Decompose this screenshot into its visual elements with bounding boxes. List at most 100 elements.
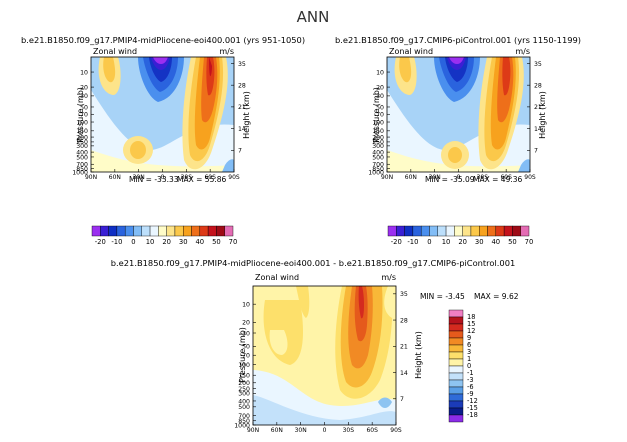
colorbar-swatch — [448, 358, 464, 367]
panel-diff-units: m/s — [381, 273, 396, 282]
ytick-label: 20 — [242, 320, 250, 327]
colorbar-swatch — [108, 225, 118, 237]
ytick-label: 50 — [242, 344, 250, 351]
xtick-label: 30S — [343, 427, 355, 434]
colorbar-label: 30 — [475, 238, 484, 246]
colorbar-swatch — [183, 225, 192, 237]
xtick-label: 30N — [429, 174, 441, 181]
colorbar-swatch — [448, 386, 464, 395]
colorbar-swatch — [174, 225, 184, 237]
ytick-label: 100 — [372, 119, 384, 126]
colorbar-swatch — [487, 225, 497, 237]
colorbar-swatch — [412, 225, 422, 237]
panel-diff: b.e21.B1850.f09_g17.PMIP4-midPliocene-eo… — [111, 258, 519, 434]
colorbar-right: -20 -10 0 10 20 30 40 50 70 — [387, 225, 534, 246]
ytick-label: 300 — [372, 143, 384, 150]
colorbar-swatch — [448, 400, 464, 409]
panel-diff-title: b.e21.B1850.f09_g17.PMIP4-midPliocene-eo… — [111, 258, 516, 268]
xtick-label: 0 — [161, 174, 165, 181]
colorbar-label: 70 — [525, 238, 534, 246]
panel-right-variable: Zonal wind — [389, 47, 433, 56]
colorbar-swatch — [116, 225, 126, 237]
colorbar-left: -20 -10 0 10 20 30 40 50 70 — [91, 225, 238, 246]
ytick-label: 50 — [80, 104, 88, 111]
ytick-label: 850 — [372, 166, 384, 173]
colorbar-label: 15 — [467, 320, 475, 328]
xtick-label: 60N — [271, 427, 283, 434]
colorbar-swatch — [470, 225, 480, 237]
colorbar-label: -3 — [467, 376, 474, 384]
xtick-label: 90N — [381, 174, 393, 181]
colorbar-swatch — [448, 407, 464, 416]
colorbar-swatch — [199, 225, 209, 237]
y2title-left: Height (km) — [242, 91, 251, 139]
colorbar-swatch — [512, 225, 521, 237]
colorbar-swatch — [448, 344, 464, 353]
panel-left-variable: Zonal wind — [93, 47, 137, 56]
colorbar-label: 1 — [467, 355, 471, 363]
colorbar-swatch — [448, 372, 464, 381]
panel-left-units: m/s — [219, 47, 234, 56]
panel-diff-xticks: 90N 60N 30N 0 30S 60S 90S — [247, 422, 402, 434]
ytick-label: 20 — [80, 84, 88, 91]
panel-left-title: b.e21.B1850.f09_g17.PMIP4-midPliocene-eo… — [21, 35, 305, 45]
colorbar-label: 0 — [427, 238, 431, 246]
panel-right-max: MAX = 49.36 — [473, 175, 522, 184]
colorbar-label: -9 — [467, 390, 474, 398]
colorbar-label: -20 — [391, 238, 402, 246]
colorbar-swatch — [158, 225, 167, 237]
colorbar-swatch — [149, 225, 159, 237]
ytick-label: 700 — [238, 413, 250, 420]
colorbar-swatch — [133, 225, 142, 237]
ytitle-diff: Pressure (mb) — [238, 327, 247, 383]
colorbar-swatch — [503, 225, 513, 237]
panel-left-xticks: 90N 60N 30N 0 30S 60S 90S — [85, 169, 240, 181]
xtick-label: 30S — [477, 174, 489, 181]
colorbar-swatch — [448, 365, 464, 374]
colorbar-swatch — [462, 225, 472, 237]
colorbar-swatch — [404, 225, 414, 237]
y2tick-label: 7 — [400, 396, 404, 403]
y2tick-label: 14 — [534, 126, 542, 133]
panel-right-min: MIN = -35.09 — [425, 175, 475, 184]
colorbar-label: -18 — [467, 411, 478, 419]
xtick-label: 60S — [500, 174, 512, 181]
panel-diff-max: MAX = 9.62 — [474, 292, 519, 301]
colorbar-label: -20 — [95, 238, 106, 246]
ytick-label: 150 — [76, 128, 88, 135]
colorbar-swatch — [448, 330, 464, 339]
ytick-label: 500 — [372, 154, 384, 161]
ytick-label: 850 — [238, 418, 250, 425]
panel-right-title: b.e21.B1850.f09_g17.CMIP6-piControl.001 … — [335, 35, 581, 45]
y2tick-label: 21 — [534, 104, 542, 111]
colorbar-label: 50 — [508, 238, 517, 246]
ytick-label: 700 — [76, 162, 88, 169]
xtick-label: 60N — [109, 174, 121, 181]
xtick-label: 90S — [524, 174, 536, 181]
colorbar-swatch — [495, 225, 505, 237]
panel-left: b.e21.B1850.f09_g17.PMIP4-midPliocene-eo… — [21, 35, 305, 184]
xtick-label: 90S — [228, 174, 240, 181]
xtick-label: 30S — [181, 174, 193, 181]
y2tick-label: 35 — [238, 61, 246, 68]
colorbar-label: 70 — [229, 238, 238, 246]
colorbar-swatch — [207, 225, 217, 237]
y2tick-label: 28 — [238, 82, 246, 89]
colorbar-label: 12 — [467, 327, 475, 335]
colorbar-swatch — [448, 309, 464, 318]
ytick-label: 70 — [242, 353, 250, 360]
ytick-label: 400 — [238, 398, 250, 405]
colorbar-swatch — [479, 225, 488, 237]
ytick-label: 100 — [238, 362, 250, 369]
ytick-label: 30 — [376, 93, 384, 100]
y2title-diff: Height (km) — [414, 331, 423, 379]
panel-diff-contours — [253, 286, 396, 425]
ytick-label: 1000 — [368, 169, 384, 176]
colorbar-swatch — [454, 225, 463, 237]
xtick-label: 60S — [204, 174, 216, 181]
colorbar-swatch — [448, 414, 464, 423]
ytick-label: 30 — [242, 330, 250, 337]
ytick-label: 850 — [76, 166, 88, 173]
colorbar-swatch — [448, 393, 464, 402]
